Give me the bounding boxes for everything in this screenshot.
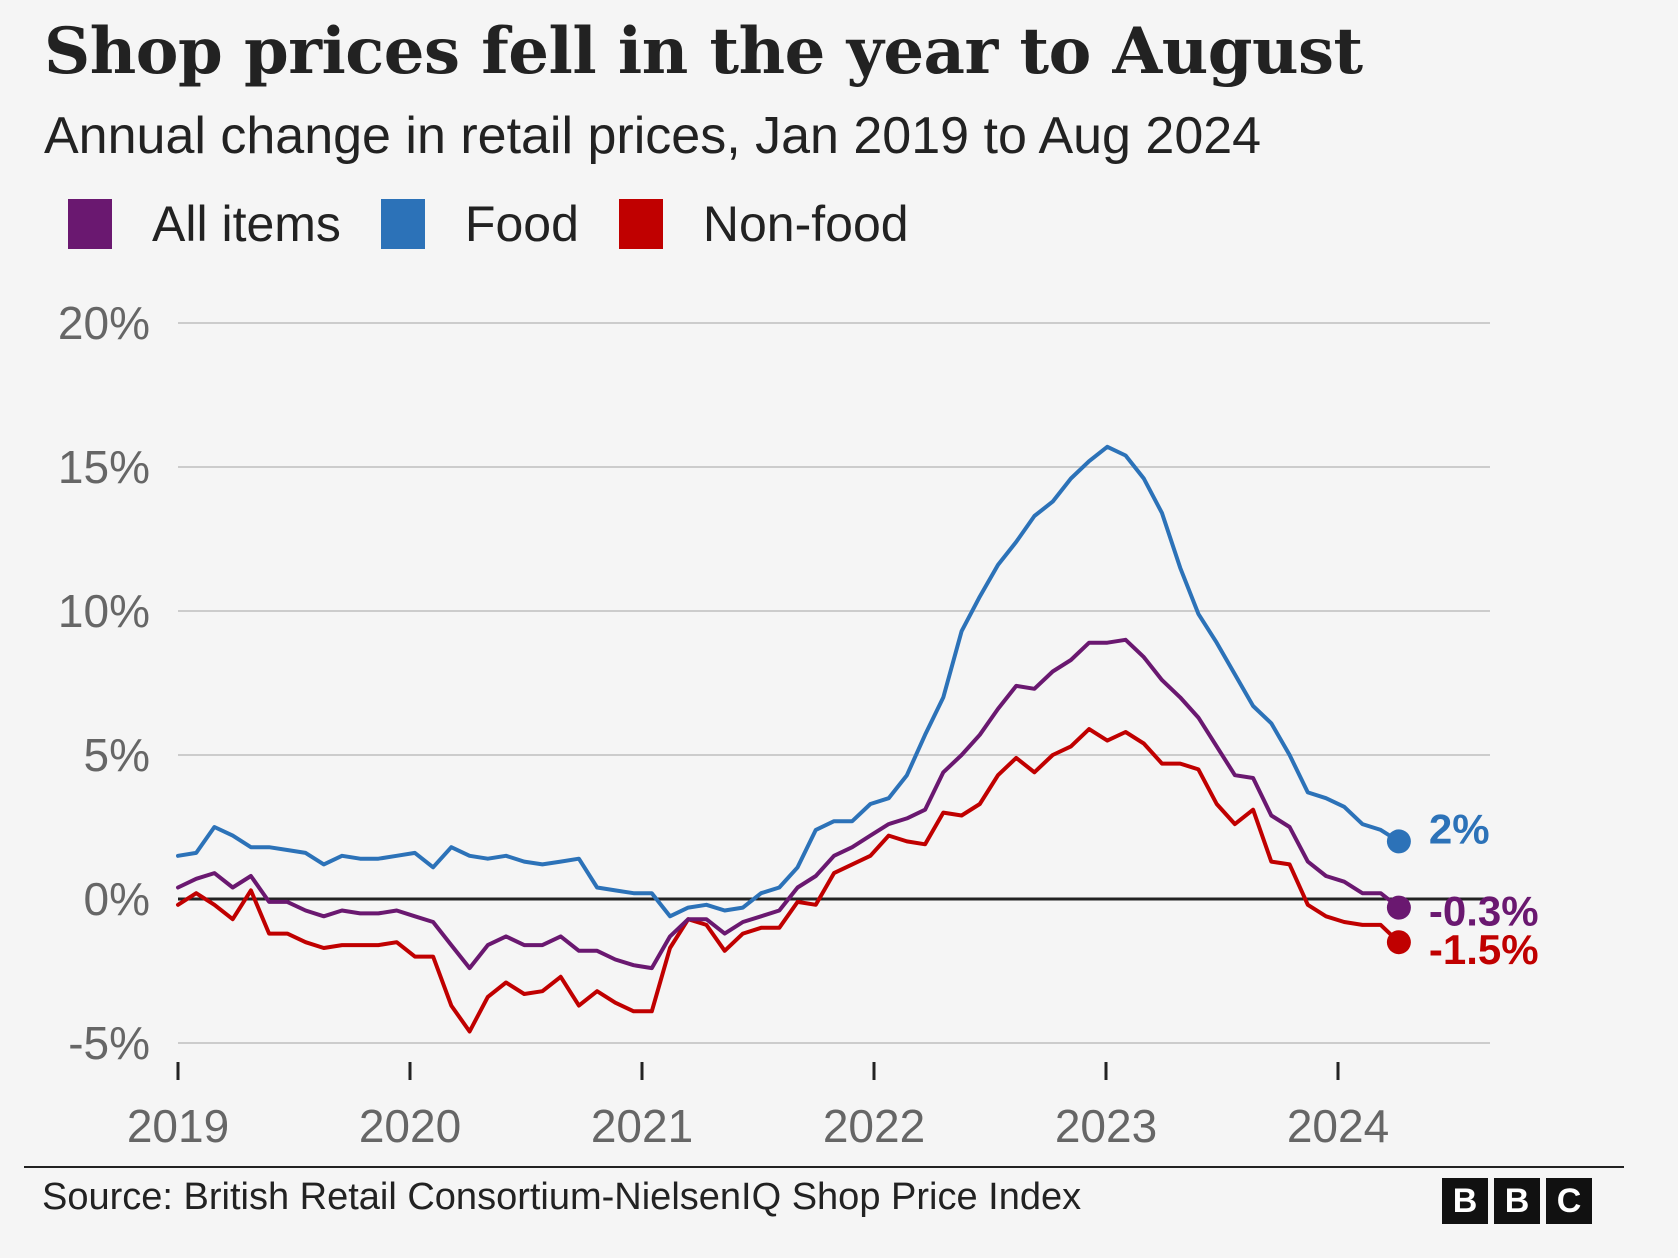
legend-item-all-items: All items	[68, 195, 341, 253]
x-tick-label: 2023	[1055, 1100, 1157, 1152]
legend-swatch-all-items	[68, 199, 112, 249]
legend-label-all-items: All items	[152, 196, 341, 252]
end-marker-non-food	[1386, 930, 1411, 955]
legend-label-non-food: Non-food	[702, 196, 909, 252]
series-layer	[176, 444, 1411, 1034]
x-tick-label: 2021	[591, 1100, 693, 1152]
source-note: Source: British Retail Consortium-Nielse…	[42, 1176, 1082, 1218]
grid-layer	[178, 322, 1490, 1044]
y-tick-label: -5%	[68, 1017, 150, 1069]
legend-label-food: Food	[464, 196, 579, 252]
logo-letter-c: C	[1546, 1178, 1592, 1224]
end-marker-all-items	[1386, 895, 1411, 920]
y-tick-label: 5%	[84, 729, 150, 781]
end-marker-food	[1386, 829, 1411, 854]
end-label-all-items: -0.3%	[1429, 888, 1539, 935]
legend: All items Food Non-food	[68, 196, 949, 252]
footer-divider	[24, 1166, 1624, 1168]
y-tick-label: 20%	[58, 297, 150, 349]
end-label-non-food: -1.5%	[1429, 926, 1539, 973]
series-line-all-items	[176, 637, 1401, 971]
legend-item-food: Food	[380, 195, 579, 253]
legend-item-non-food: Non-food	[618, 195, 909, 253]
end-label-layer: 2% -0.3%-1.5%	[1429, 805, 1539, 973]
x-tick-label: 2022	[823, 1100, 925, 1152]
x-tick-label: 2024	[1287, 1100, 1389, 1152]
series-line-non-food	[176, 727, 1401, 1034]
x-tick-label: 2019	[127, 1100, 229, 1152]
end-label-food: 2%	[1429, 805, 1490, 852]
series-line-food	[176, 444, 1401, 919]
bbc-logo: B B C	[1442, 1178, 1592, 1224]
x-tick-label: 2020	[359, 1100, 461, 1152]
y-tick-label: 15%	[58, 441, 150, 493]
logo-letter-b2: B	[1494, 1178, 1540, 1224]
chart-subtitle: Annual change in retail prices, Jan 2019…	[44, 107, 1262, 165]
legend-swatch-food	[380, 199, 425, 249]
y-tick-label: 0%	[84, 873, 150, 925]
axis-layer: -5% 0% 5% 10% 15% 20% 2019 2020 2021 2022 2023 2024	[58, 297, 1389, 1152]
chart-title: Shop prices fell in the year to August	[44, 14, 1363, 89]
y-tick-label: 10%	[58, 585, 150, 637]
legend-swatch-non-food	[618, 199, 663, 249]
logo-letter-b1: B	[1442, 1178, 1488, 1224]
